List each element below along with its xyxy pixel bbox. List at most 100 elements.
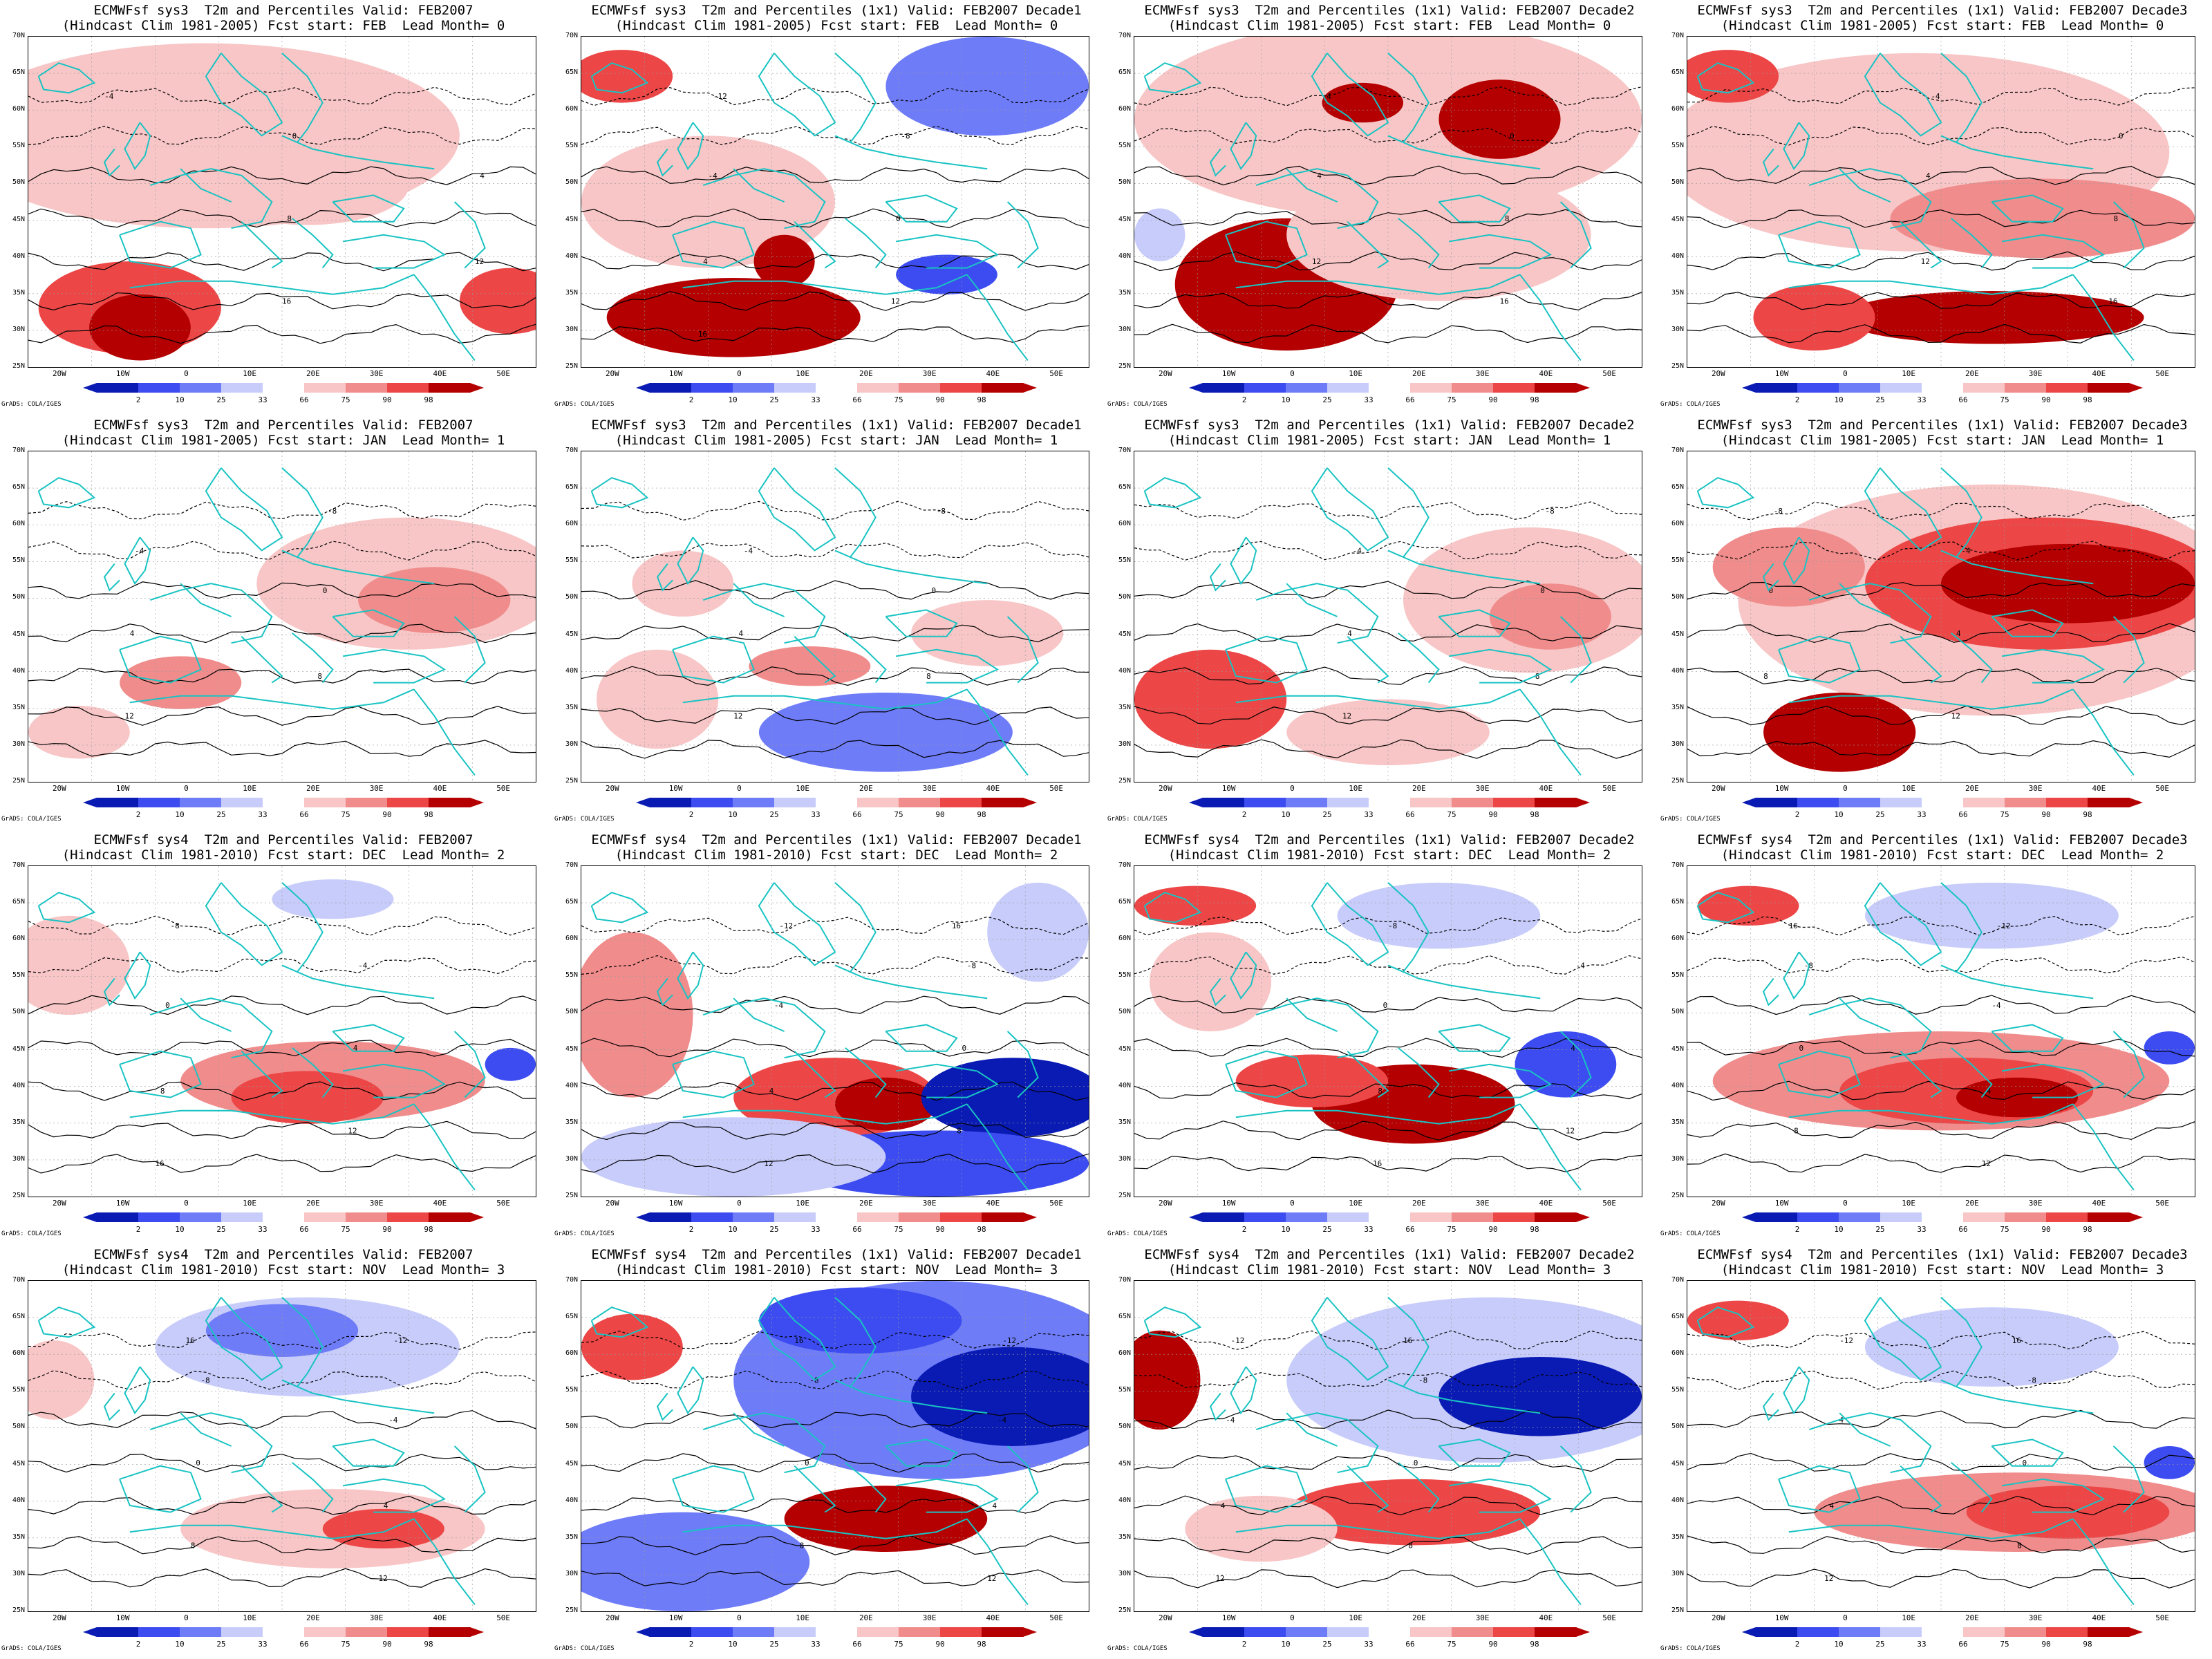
map-svg: -8 -4 0 4 8 12 16	[28, 866, 536, 1197]
map-plot-area: -12 -8 -4 0 4 8 12 16	[1687, 865, 2195, 1197]
coastline	[37, 892, 96, 924]
latitude-label: 55N	[1118, 971, 1131, 980]
contour-label: 12	[1921, 257, 1930, 266]
coastline	[37, 1306, 96, 1338]
colorbar-label: 33	[258, 1640, 268, 1649]
latitude-label: 55N	[1671, 556, 1684, 565]
temperature-contour	[581, 1038, 1089, 1058]
temperature-contour	[28, 668, 536, 685]
anomaly-region	[322, 1508, 444, 1549]
temperature-contour	[1687, 1121, 2195, 1140]
coastline	[149, 583, 273, 644]
contour-label: -4	[744, 546, 753, 555]
latitude-label: 50N	[1118, 1423, 1131, 1431]
anomaly-region	[581, 1313, 683, 1380]
coastline	[1347, 1050, 1389, 1098]
coastline	[1448, 234, 1553, 269]
contour-label: 0	[196, 1459, 200, 1468]
latitude-label: 35N	[12, 1533, 25, 1541]
coastline	[342, 1063, 447, 1098]
temperature-contour	[1687, 1153, 2195, 1173]
forecast-panel: ECMWFsf sys3 T2m and Percentiles (1x1) V…	[1106, 415, 1659, 830]
coastline	[2112, 616, 2145, 684]
anomaly-region	[485, 1047, 536, 1081]
anomaly-region	[205, 1304, 359, 1357]
longitude-label: 10E	[796, 1199, 810, 1208]
longitude-label: 20E	[859, 1199, 873, 1208]
forecast-panel: ECMWFsf sys3 T2m and Percentiles (1x1) V…	[1659, 0, 2212, 415]
contour-label: 16	[1789, 921, 1798, 930]
temperature-contour	[28, 324, 536, 344]
coastline	[1347, 635, 1389, 684]
panel-title: ECMWFsf sys4 T2m and Percentiles Valid: …	[93, 1247, 474, 1262]
latitude-label: 30N	[565, 1154, 578, 1163]
coastline	[834, 135, 988, 170]
coastline	[413, 274, 476, 362]
latitude-label: 65N	[12, 68, 25, 77]
coastline	[1347, 221, 1389, 269]
colorbar-segment	[2046, 383, 2088, 393]
coastline	[1286, 997, 1338, 1032]
longitude-label: 30E	[1475, 1613, 1490, 1622]
coastline	[1951, 1462, 1993, 1513]
coastline	[180, 168, 232, 203]
latitude-label: 60N	[1118, 520, 1131, 528]
coastline	[453, 1031, 486, 1098]
longitude-label: 20W	[1158, 1199, 1172, 1208]
coastline	[1230, 951, 1257, 1000]
contour-label: 4	[1571, 1044, 1575, 1053]
coastline	[1951, 218, 1993, 269]
longitude-label: 40E	[1539, 784, 1553, 793]
colorbar-segment	[97, 1627, 139, 1637]
coastline	[1864, 882, 1942, 966]
temperature-contour	[1687, 292, 2195, 310]
latitude-label: 70N	[565, 1276, 578, 1284]
colorbar-label: 90	[935, 810, 945, 819]
grads-credit: GrADS: COLA/IGES	[1660, 816, 1721, 823]
coastline	[453, 201, 486, 269]
colorbar-label: 10	[1281, 1225, 1291, 1234]
coastline	[332, 194, 405, 223]
coastline	[1235, 688, 1521, 710]
colorbar-segment	[1880, 798, 1922, 807]
colorbar-segment	[1880, 1212, 1922, 1222]
forecast-panel: ECMWFsf sys3 T2m and Percentiles Valid: …	[0, 415, 553, 830]
coastline	[1839, 583, 1891, 617]
latitude-label: 25N	[565, 362, 578, 370]
colorbar-label: 2	[1241, 395, 1247, 404]
coastline	[1762, 148, 1779, 177]
coastline	[1559, 1031, 1592, 1098]
latitude-label: 60N	[1118, 105, 1131, 113]
longitude-label: 20E	[1412, 1199, 1426, 1208]
coastline	[281, 135, 435, 170]
longitude-label: 30E	[2028, 784, 2043, 793]
coastline	[2072, 688, 2135, 776]
colorbar-segment	[1839, 383, 1881, 393]
colorbar-segment	[774, 1212, 816, 1222]
colorbar-label: 2	[1794, 810, 1800, 819]
map-svg: -8 -4 0 4 8 12	[28, 451, 536, 782]
colorbar-label: 75	[894, 1640, 903, 1649]
latitude-label: 50N	[1671, 1423, 1684, 1431]
colorbar-label: 98	[2083, 1225, 2092, 1234]
forecast-panel: ECMWFsf sys4 T2m and Percentiles (1x1) V…	[553, 830, 1106, 1244]
coastline	[1006, 616, 1039, 684]
anomaly-region	[581, 1117, 886, 1197]
colorbar-segment	[1452, 383, 1494, 393]
anomaly-region	[1489, 583, 1611, 650]
longitude-label: 10W	[1221, 1613, 1236, 1622]
temperature-contour	[1687, 126, 2195, 146]
latitude-label: 70N	[1118, 1276, 1131, 1284]
colorbar-segment	[2046, 798, 2088, 807]
contour-label: 12	[987, 1574, 996, 1583]
colorbar-segment	[263, 1212, 305, 1222]
colorbar-arrow-left	[1189, 798, 1203, 807]
coastline	[733, 1412, 785, 1447]
colorbar-label: 2	[1241, 810, 1247, 819]
contour-label: -12	[1002, 1336, 1016, 1345]
latitude-label: 45N	[1671, 630, 1684, 638]
colorbar-segment	[899, 383, 941, 393]
percentile-colorbar	[636, 383, 1037, 393]
longitude-label: 10W	[1221, 784, 1236, 793]
longitude-label: 50E	[1049, 369, 1064, 378]
